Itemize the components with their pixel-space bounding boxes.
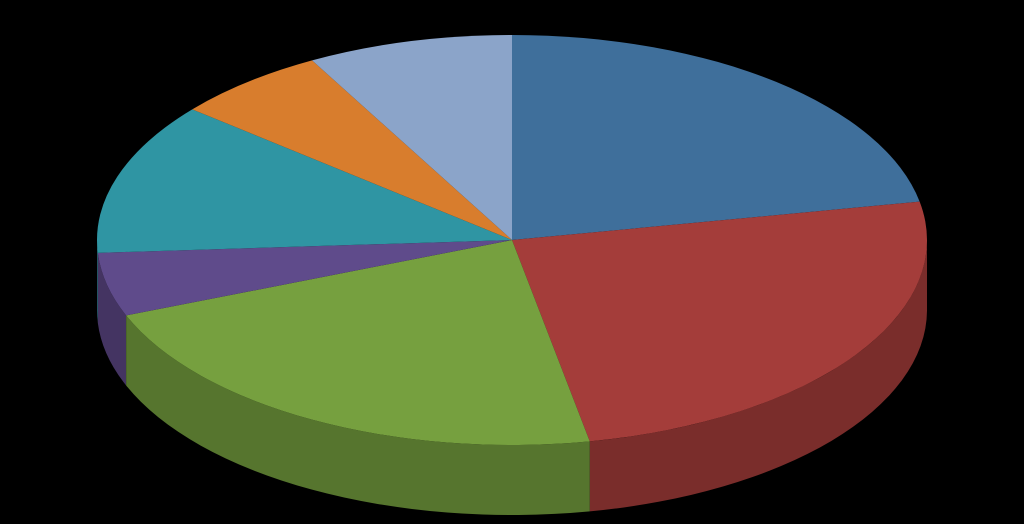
pie-tops [97, 35, 927, 445]
pie-chart [0, 0, 1024, 524]
pie-chart-container [0, 0, 1024, 524]
